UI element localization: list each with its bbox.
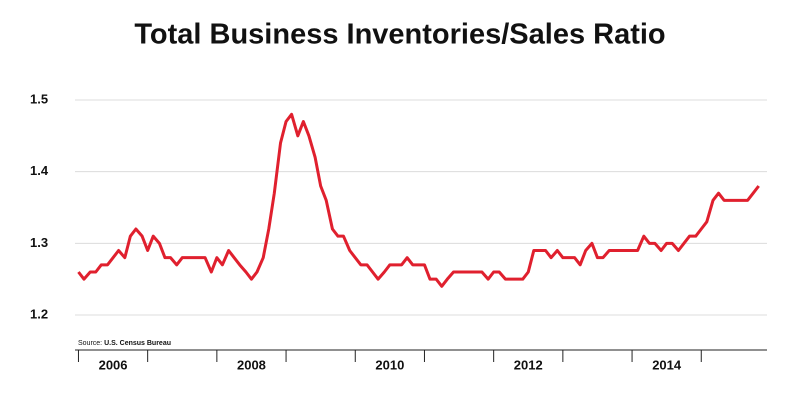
x-tick-label: 2014 <box>652 357 682 372</box>
x-tick-label: 2010 <box>375 357 404 372</box>
y-tick-label: 1.4 <box>30 163 49 178</box>
source-label: Source: <box>78 340 102 347</box>
y-tick-label: 1.3 <box>30 235 48 250</box>
x-tick-label: 2012 <box>514 357 543 372</box>
source-name: U.S. Census Bureau <box>104 340 171 347</box>
y-tick-label: 1.2 <box>30 306 48 321</box>
chart-title: Total Business Inventories/Sales Ratio <box>134 19 665 51</box>
x-tick-label: 2006 <box>99 357 128 372</box>
data-line <box>77 112 760 288</box>
x-tick-label: 2008 <box>237 357 266 372</box>
source: Source: U.S. Census Bureau <box>78 340 171 347</box>
y-tick-label: 1.5 <box>30 91 48 106</box>
